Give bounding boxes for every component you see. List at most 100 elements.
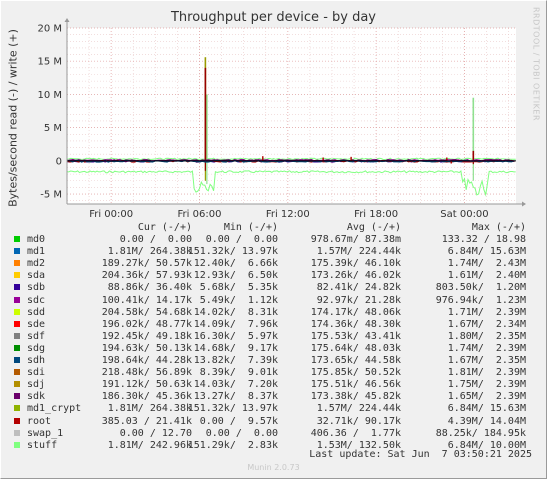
legend-name: sde	[27, 318, 46, 330]
legend-name: sdb	[27, 282, 46, 294]
legend-swatch	[14, 405, 20, 412]
legend-swatch	[14, 236, 20, 243]
legend-max: 6.84M/ 15.63M	[447, 403, 526, 415]
legend-max: 1.75M/ 2.39M	[447, 379, 526, 391]
legend-row-sda: sda 204.36k/ 57.93k 12.93k/ 6.50k 173.26k/ …	[12, 270, 542, 282]
legend-swatch	[14, 357, 20, 364]
legend-max: 1.74M/ 2.39M	[447, 342, 526, 354]
legend-cur: 1.81M/ 242.96k	[107, 439, 192, 451]
legend-header-min: Min (-/+)	[223, 222, 278, 233]
legend-min: 151.32k/ 13.97k	[187, 246, 278, 258]
legend-swatch	[14, 369, 20, 376]
legend-max: 1.81M/ 2.39M	[447, 367, 526, 379]
legend-max: 6.84M/ 10.00M	[447, 439, 526, 451]
legend-row-sdj: sdj 191.12k/ 50.63k 14.03k/ 7.20k 175.51k/ …	[12, 379, 542, 391]
legend-min: 151.32k/ 13.97k	[187, 403, 278, 415]
legend-max: 976.94k/ 1.23M	[435, 294, 526, 306]
legend-swatch	[14, 284, 20, 291]
legend-row-sdi: sdi 218.48k/ 56.89k 8.39k/ 9.01k 175.85k/ 5…	[12, 367, 542, 379]
legend-min: 5.49k/ 1.12k	[199, 294, 278, 306]
legend-avg: 1.53M/ 132.50k	[316, 439, 401, 451]
legend-name: sda	[27, 270, 46, 282]
legend-swatch	[14, 393, 20, 400]
legend-header-cur: Cur (-/+)	[137, 222, 192, 233]
y-tick-label: 20 M	[37, 24, 62, 35]
legend-name: sdj	[27, 379, 46, 391]
x-tick-label: Fri 12:00	[266, 209, 310, 220]
legend-name: root	[27, 415, 52, 427]
legend-max: 133.32 / 18.98	[441, 234, 526, 246]
legend-avg: 174.36k/ 48.30k	[310, 318, 401, 330]
legend-avg: 1.57M/ 224.44k	[316, 246, 401, 258]
legend-row-sdg: sdg 194.63k/ 50.13k 14.68k/ 9.17k 175.64k/ …	[12, 343, 542, 355]
y-tick-label: 5 M	[44, 123, 62, 134]
y-tick-label: -5 M	[40, 190, 62, 201]
legend-avg: 173.38k/ 45.82k	[310, 391, 401, 403]
legend-swatch	[14, 441, 20, 448]
x-tick-label: Sat 00:00	[440, 209, 488, 220]
legend-row-root: root 385.03 / 21.41k 0.00 / 9.57k 32.71k/ 9…	[12, 416, 542, 428]
legend-row-sdc: sdc 100.41k/ 14.17k 5.49k/ 1.12k 92.97k/ 21…	[12, 295, 542, 307]
legend-row-md1: md1 1.81M/ 264.38k 151.32k/ 13.97k 1.57M/ 2…	[12, 246, 542, 258]
legend-name: md1	[27, 246, 46, 258]
legend-cur: 196.02k/ 48.77k	[101, 318, 192, 330]
legend-max: 1.80M/ 2.35M	[447, 330, 526, 342]
legend-min: 0.00 / 0.00	[205, 427, 278, 439]
legend-cur: 218.48k/ 56.89k	[101, 367, 192, 379]
legend-row-md0: md0 0.00 / 0.00 0.00 / 0.00 978.67m/ 87.38m…	[12, 234, 542, 246]
legend-cur: 88.86k/ 36.40k	[107, 282, 192, 294]
legend-name: md1_crypt	[27, 403, 82, 415]
legend-name: sdg	[27, 342, 46, 354]
legend-swatch	[14, 320, 20, 327]
legend-min: 0.00 / 9.57k	[199, 415, 278, 427]
legend-row-sdk: sdk 186.30k/ 45.36k 13.27k/ 8.37k 173.38k/ …	[12, 391, 542, 403]
legend-min: 14.09k/ 7.96k	[193, 318, 278, 330]
legend-avg: 173.65k/ 44.58k	[310, 355, 401, 367]
legend-avg: 175.51k/ 46.56k	[310, 379, 401, 391]
legend-row-sdh: sdh 198.64k/ 44.28k 13.82k/ 7.39k 173.65k/ …	[12, 355, 542, 367]
legend-cur: 1.81M/ 264.38k	[107, 403, 192, 415]
legend-swatch	[14, 429, 20, 436]
legend-min: 12.93k/ 6.50k	[193, 270, 278, 282]
legend-cur: 194.63k/ 50.13k	[101, 342, 192, 354]
legend-max: 6.84M/ 15.63M	[447, 246, 526, 258]
legend-name: sdc	[27, 294, 46, 306]
legend-name: sdh	[27, 355, 46, 367]
legend-max: 803.50k/ 1.20M	[435, 282, 526, 294]
legend-cur: 186.30k/ 45.36k	[101, 391, 192, 403]
legend-avg: 32.71k/ 90.17k	[316, 415, 401, 427]
legend-cur: 192.45k/ 49.18k	[101, 330, 192, 342]
legend-swatch	[14, 417, 20, 424]
legend-name: sdi	[27, 367, 46, 379]
legend-name: sdk	[27, 391, 46, 403]
x-tick-label: Fri 18:00	[354, 209, 398, 220]
legend-row-swap_1: swap_1 0.00 / 12.70 0.00 / 0.00 406.36 / 1.…	[12, 428, 542, 440]
legend-min: 14.68k/ 9.17k	[193, 342, 278, 354]
series-stuff-read	[66, 169, 516, 197]
x-axis-arrow	[522, 201, 526, 207]
y-axis-arrow	[64, 18, 70, 22]
legend-header-max: Max (-/+)	[471, 222, 526, 233]
legend-avg: 174.17k/ 48.06k	[310, 306, 401, 318]
legend-avg: 1.57M/ 224.44k	[316, 403, 401, 415]
legend-row-md2: md2 189.27k/ 50.57k 12.40k/ 6.66k 175.39k/ …	[12, 258, 542, 270]
legend-swatch	[14, 296, 20, 303]
series-stuff-write	[66, 157, 516, 161]
legend-name: sdd	[27, 306, 46, 318]
legend-cur: 204.36k/ 57.93k	[101, 270, 192, 282]
legend-cur: 189.27k/ 50.57k	[101, 258, 192, 270]
x-tick-label: Fri 06:00	[178, 209, 222, 220]
legend-swatch	[14, 260, 20, 267]
legend-min: 12.40k/ 6.66k	[193, 258, 278, 270]
legend: Cur (-/+) Min (-/+) Avg (-/+) Max (-/+) …	[12, 222, 542, 452]
legend-header: Cur (-/+) Min (-/+) Avg (-/+) Max (-/+)	[12, 222, 542, 234]
legend-min: 8.39k/ 9.01k	[199, 367, 278, 379]
legend-min: 13.27k/ 8.37k	[193, 391, 278, 403]
legend-swatch	[14, 308, 20, 315]
legend-avg: 175.64k/ 48.03k	[310, 342, 401, 354]
legend-avg: 175.53k/ 43.41k	[310, 330, 401, 342]
legend-header-avg: Avg (-/+)	[346, 222, 401, 233]
legend-min: 5.68k/ 5.35k	[199, 282, 278, 294]
legend-row-sdd: sdd 204.58k/ 54.68k 14.02k/ 8.31k 174.17k/ …	[12, 307, 542, 319]
